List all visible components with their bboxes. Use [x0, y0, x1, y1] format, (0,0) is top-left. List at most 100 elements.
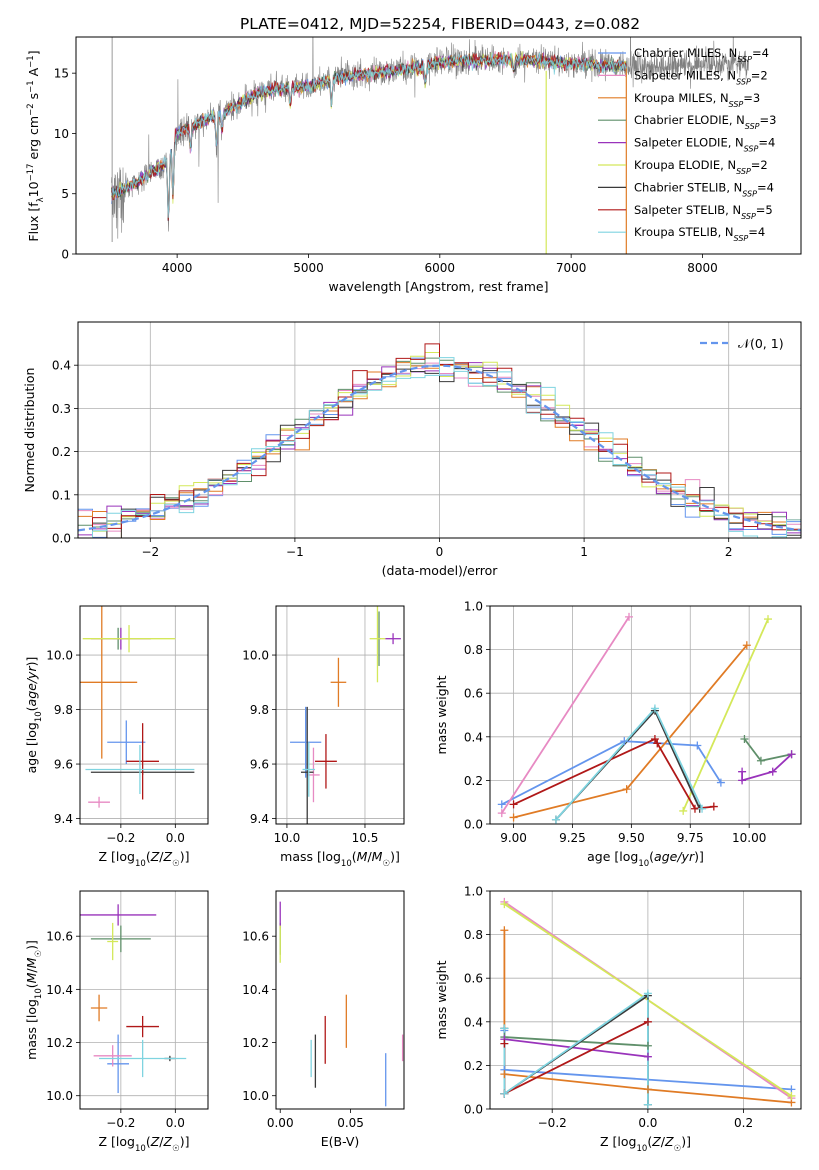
line-chabrier-elodie	[743, 738, 792, 762]
point-marker	[756, 756, 765, 765]
y-tick-label: 10	[54, 127, 69, 141]
point-marker	[653, 739, 662, 748]
x-tick-label: 0.0	[638, 1116, 657, 1130]
x-axis-label: (data-model)/error	[382, 563, 499, 578]
y-axis-label: Flux [fλ10−17 erg cm−2 s−1 A−1]	[26, 50, 46, 241]
x-tick-label: 0.05	[337, 1116, 364, 1130]
point-marker	[643, 1052, 652, 1061]
point-marker	[650, 734, 659, 743]
point-marker	[500, 900, 509, 909]
spectrum-panel: 4000 5000 6000 7000 8000 0 5 10 15 Chabrier MILES…	[26, 36, 802, 294]
x-axis-label: wavelength [Angstrom, rest frame]	[328, 279, 548, 294]
line-salpeter-elodie	[741, 753, 793, 782]
point-marker	[500, 1024, 509, 1033]
point-marker	[509, 813, 518, 822]
x-axis-label: Z [log10(Z/Z☉)]	[600, 1134, 691, 1154]
point-marker	[643, 989, 652, 998]
legend-label: Chabrier ELODIE, NSSP=3	[634, 113, 776, 131]
y-tick-label: 0.2	[464, 774, 483, 788]
line-chabrier-stelib	[503, 993, 649, 1105]
mass_vs_Z-plot-area	[80, 904, 187, 1094]
legend-label: 𝒩(0, 1)	[738, 336, 784, 351]
point-marker	[497, 800, 506, 809]
y-tick-label: 0.4	[464, 1015, 483, 1029]
massweight_vs_Z-plot-area	[503, 901, 792, 1105]
point-marker	[742, 641, 751, 650]
y-axis-label: age [log10(age/yr)]	[24, 657, 44, 774]
y-tick-label: 0.6	[464, 687, 483, 701]
axes-frame	[79, 605, 209, 825]
x-tick-label: 5000	[293, 261, 324, 275]
model-spectrum-kroupa-stelib	[111, 52, 627, 218]
y-axis-label: mass [log10(M/M☉)]	[24, 940, 44, 1060]
point-marker	[500, 1070, 509, 1079]
x-axis-label: E(B-V)	[321, 1134, 360, 1149]
y-axis-label: Normed distribution	[22, 368, 37, 493]
y-tick-label: 0.0	[464, 818, 483, 832]
point-marker	[500, 926, 509, 935]
mass_vs_EBV-plot-area	[279, 901, 404, 1107]
y-tick-label: 0	[61, 248, 69, 262]
x-tick-label: 6000	[425, 261, 456, 275]
x-tick-label: 0	[436, 545, 444, 559]
y-axis-label: mass weight	[434, 675, 449, 754]
x-tick-label: 8000	[687, 261, 718, 275]
y-tick-label: 10.2	[242, 1036, 269, 1050]
histogram-salpeter-stelib	[78, 343, 801, 538]
point-marker	[787, 750, 796, 759]
legend-label: Salpeter STELIB, NSSP=5	[634, 203, 773, 221]
line-salpeter-miles	[501, 616, 630, 814]
y-tick-label: 1.0	[464, 885, 483, 899]
legend-label: Chabrier MILES, NSSP=4	[634, 46, 769, 64]
line-salpeter-stelib	[503, 1020, 649, 1096]
massweight_vs_age-panel: 9.00 9.25 9.50 9.75 10.00 0.0 0.2 0.4 0.6 0.8 1.0 a…	[434, 600, 802, 869]
y-tick-label: 0.4	[52, 359, 71, 373]
point-marker	[679, 806, 688, 815]
point-marker	[500, 1089, 509, 1098]
point-marker	[764, 615, 773, 624]
y-tick-label: 10.6	[242, 930, 269, 944]
mass_vs_Z-panel: −0.2 0.0 10.0 10.2 10.4 10.6 Z [log10(Z/Z☉)] ma…	[24, 890, 209, 1154]
x-tick-label: 9.50	[618, 831, 645, 845]
x-tick-label: −2	[141, 545, 159, 559]
y-tick-label: 10.4	[242, 983, 269, 997]
age_vs_Z-panel: −0.2 0.0 9.4 9.6 9.8 10.0 Z [log10(Z/Z☉)] age […	[24, 605, 209, 869]
spectrum-plot-area	[111, 37, 749, 254]
y-tick-label: 10.0	[242, 1089, 269, 1103]
y-tick-label: 10.0	[46, 1089, 73, 1103]
x-tick-label: 9.75	[677, 831, 704, 845]
point-marker	[716, 778, 725, 787]
x-axis-label: mass [log10(M/M☉)]	[280, 849, 400, 869]
y-axis-label: mass weight	[434, 960, 449, 1039]
massweight_vs_Z-panel: −0.2 0.0 0.2 0.0 0.2 0.4 0.6 0.8 1.0 Z [log10(Z/Z…	[434, 885, 802, 1154]
x-axis-label: Z [log10(Z/Z☉)]	[99, 849, 190, 869]
x-tick-label: −1	[286, 545, 304, 559]
residual_histogram-panel: −2 −1 0 1 2 0.0 0.1 0.2 0.3 0.4 𝒩(0, 1) (data-model…	[22, 321, 802, 578]
mass_vs_EBV-panel: 0.00 0.05 10.0 10.2 10.4 10.6 E(B-V)	[242, 890, 405, 1149]
y-tick-label: 1.0	[464, 600, 483, 614]
point-marker	[693, 741, 702, 750]
y-tick-label: 0.2	[464, 1059, 483, 1073]
x-tick-label: 0.00	[267, 1116, 294, 1130]
spectrum-legend: Chabrier MILES, NSSP=4 Salpeter MILES, NS…	[598, 46, 776, 243]
point-marker	[500, 1039, 509, 1048]
y-tick-label: 10.6	[46, 930, 73, 944]
point-marker	[622, 785, 631, 794]
x-tick-label: 0.2	[734, 1116, 753, 1130]
y-tick-label: 0.0	[464, 1103, 483, 1117]
point-marker	[738, 776, 747, 785]
x-tick-label: 10.0	[274, 831, 301, 845]
figure-title: PLATE=0412, MJD=52254, FIBERID=0443, z=0…	[240, 15, 640, 33]
x-tick-label: 4000	[162, 261, 193, 275]
point-marker	[643, 1100, 652, 1109]
y-tick-label: 0.2	[52, 445, 71, 459]
point-marker	[709, 802, 718, 811]
axes-frame	[75, 36, 802, 255]
legend-label: Kroupa MILES, NSSP=3	[634, 91, 760, 109]
x-tick-label: 10.00	[732, 831, 766, 845]
y-tick-label: 10.0	[46, 649, 73, 663]
point-marker	[643, 1085, 652, 1094]
line-salpeter-elodie	[504, 1038, 649, 1058]
x-tick-label: 9.25	[559, 831, 586, 845]
point-marker	[497, 809, 506, 818]
